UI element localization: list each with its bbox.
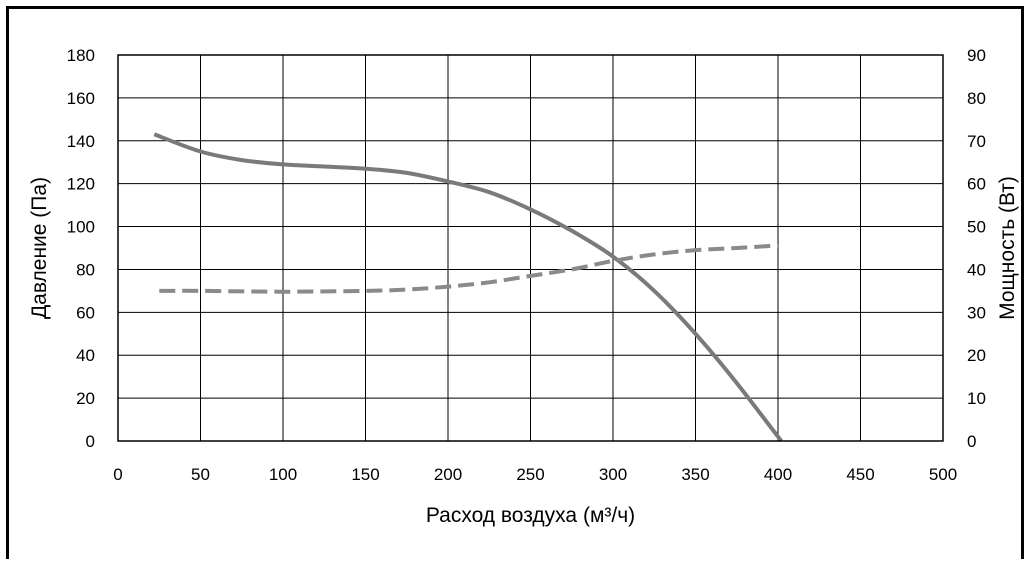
y-axis-label-right: Мощность (Вт)	[996, 176, 1019, 320]
x-tick-label: 300	[599, 465, 627, 484]
y-right-tick-label: 30	[967, 303, 986, 322]
x-tick-label: 400	[764, 465, 792, 484]
y-right-tick-label: 80	[967, 89, 986, 108]
y-left-tick-labels: 0 20 40 60 80 100 120 140 160 180	[67, 46, 95, 451]
x-tick-label: 250	[516, 465, 544, 484]
y-left-tick-label: 0	[86, 432, 95, 451]
power-curve-line	[159, 243, 779, 294]
y-right-tick-label: 40	[967, 260, 986, 279]
chart-frame	[6, 6, 1024, 559]
y-left-tick-label: 120	[67, 175, 95, 194]
x-tick-label: 0	[113, 465, 122, 484]
plot-border	[117, 54, 944, 442]
y-right-tick-label: 60	[967, 175, 986, 194]
y-right-tick-label: 70	[967, 132, 986, 151]
chart-series	[153, 132, 783, 443]
x-axis-label: Расход воздуха (м³/ч)	[426, 504, 635, 527]
x-tick-label: 350	[681, 465, 709, 484]
x-tick-labels: 0 50 100 150 200 250 300 350 400 450 500	[113, 465, 957, 484]
x-tick-label: 50	[191, 465, 210, 484]
y-right-tick-label: 0	[967, 432, 976, 451]
y-axis-label-left: Давление (Па)	[28, 177, 51, 319]
y-right-tick-label: 90	[967, 46, 986, 65]
y-left-tick-label: 40	[76, 346, 95, 365]
y-left-tick-label: 160	[67, 89, 95, 108]
y-right-tick-label: 50	[967, 218, 986, 237]
x-tick-label: 200	[434, 465, 462, 484]
y-left-tick-label: 180	[67, 46, 95, 65]
y-right-tick-labels: 0 10 20 30 40 50 60 70 80 90	[967, 46, 986, 451]
y-left-tick-label: 100	[67, 218, 95, 237]
x-tick-label: 150	[351, 465, 379, 484]
x-tick-label: 100	[269, 465, 297, 484]
pressure-curve-line	[153, 132, 783, 443]
y-right-tick-label: 10	[967, 389, 986, 408]
y-right-tick-label: 20	[967, 346, 986, 365]
y-left-tick-label: 140	[67, 132, 95, 151]
y-left-tick-label: 60	[76, 303, 95, 322]
y-left-tick-label: 80	[76, 260, 95, 279]
y-left-tick-label: 20	[76, 389, 95, 408]
x-tick-label: 450	[846, 465, 874, 484]
x-tick-label: 500	[929, 465, 957, 484]
chart-grid	[117, 54, 944, 442]
